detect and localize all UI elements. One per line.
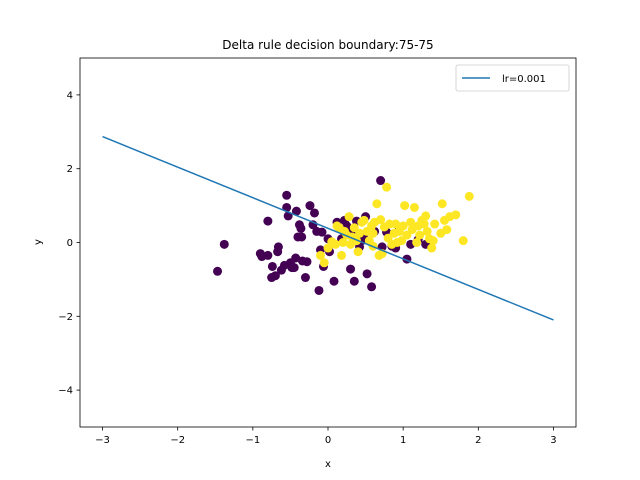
point-class-a (291, 253, 301, 263)
y-tick-label: 2 (67, 164, 73, 175)
y-tick-label: −2 (58, 312, 73, 323)
point-class-a (300, 273, 310, 283)
point-class-b (464, 191, 474, 201)
x-axis-ticks: −3 −2 −1 0 1 2 3 (95, 427, 557, 446)
point-class-b (337, 250, 347, 260)
x-tick-label: 2 (475, 435, 481, 446)
point-class-a (362, 269, 372, 279)
point-class-b (406, 217, 416, 227)
x-tick-label: 3 (550, 435, 556, 446)
point-class-b (430, 219, 440, 229)
point-class-b (319, 258, 329, 268)
point-class-a (376, 176, 386, 186)
point-class-b (382, 182, 392, 192)
point-class-a (273, 242, 283, 252)
point-class-b (458, 236, 468, 246)
point-class-a (346, 264, 356, 274)
point-class-a (302, 257, 312, 267)
point-class-a (296, 223, 306, 233)
point-class-b (409, 202, 419, 212)
point-class-a (305, 201, 315, 211)
legend-box (455, 64, 570, 92)
x-tick-label: −1 (245, 435, 260, 446)
point-class-b (451, 210, 461, 220)
point-class-a (297, 232, 307, 242)
point-class-b (359, 215, 369, 225)
point-class-b (400, 201, 410, 211)
point-class-a (349, 276, 359, 286)
point-class-b (437, 199, 447, 209)
point-class-a (329, 276, 339, 286)
x-tick-label: −3 (95, 435, 110, 446)
point-class-b (355, 228, 365, 238)
point-class-b (315, 250, 325, 260)
point-class-a (263, 250, 273, 260)
legend-label: lr=0.001 (502, 74, 546, 85)
point-class-a (267, 261, 277, 271)
point-class-b (372, 199, 382, 209)
point-class-a (213, 266, 223, 276)
point-class-b (419, 219, 429, 229)
point-class-b (398, 221, 408, 231)
decision-boundary (102, 135, 554, 321)
chart-title: Delta rule decision boundary:75-75 (222, 38, 433, 52)
point-class-a (314, 285, 324, 295)
legend: lr=0.001 (455, 64, 570, 92)
y-tick-label: −4 (58, 386, 73, 397)
y-tick-label: 0 (67, 238, 73, 249)
x-axis-label: x (325, 459, 331, 470)
point-class-b (412, 238, 422, 247)
point-class-b (331, 239, 341, 249)
point-class-b (332, 221, 342, 231)
point-class-b (422, 226, 432, 236)
point-class-b (415, 230, 425, 240)
point-class-a (317, 227, 327, 237)
point-class-a (219, 239, 229, 249)
scatter-points (213, 176, 474, 295)
point-class-a (270, 271, 280, 281)
point-class-a (282, 190, 292, 200)
point-class-b (353, 247, 363, 257)
y-axis-label: y (33, 239, 44, 245)
point-class-a (291, 206, 301, 216)
point-class-a (263, 216, 273, 226)
x-tick-label: 0 (325, 435, 331, 446)
x-tick-label: −2 (170, 435, 185, 446)
x-tick-label: 1 (400, 435, 406, 446)
point-class-a (289, 263, 299, 273)
point-class-b (368, 228, 378, 238)
y-axis-ticks: −4 −2 0 2 4 (58, 90, 80, 397)
point-class-b (376, 215, 386, 225)
boundary-line (102, 135, 554, 321)
point-class-a (309, 208, 319, 218)
point-class-a (367, 282, 377, 292)
y-tick-label: 4 (67, 90, 73, 101)
point-class-b (338, 238, 348, 247)
point-class-b (442, 225, 452, 235)
point-class-a (282, 202, 292, 212)
point-class-b (427, 243, 437, 253)
point-class-b (421, 211, 431, 221)
point-class-b (391, 219, 401, 229)
point-class-b (344, 212, 354, 222)
point-class-b (428, 236, 438, 246)
